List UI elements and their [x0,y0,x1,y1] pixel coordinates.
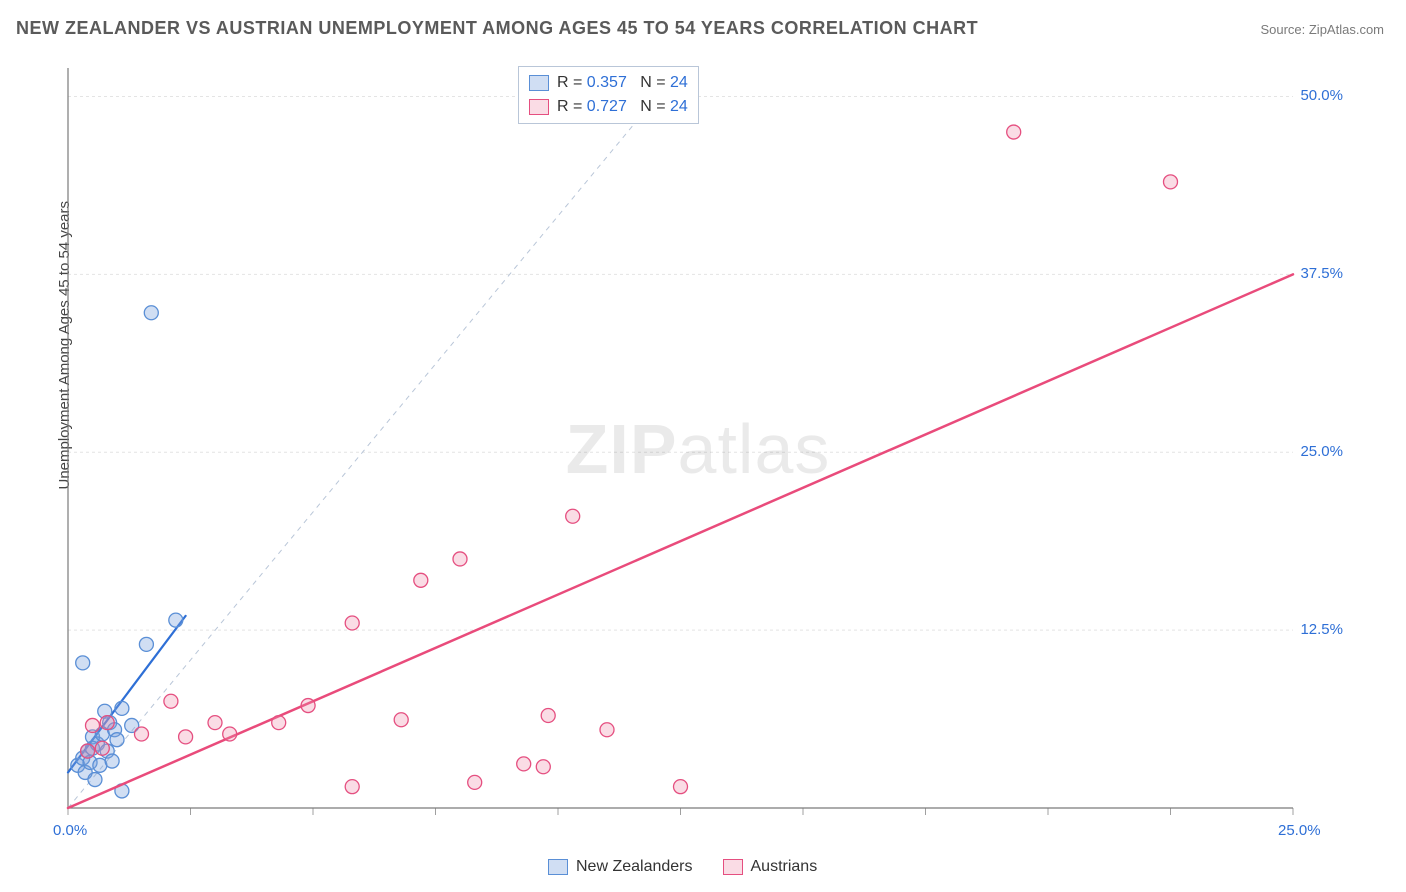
legend-swatch [529,75,549,91]
tick-label: 50.0% [1300,87,1343,104]
series-legend-label: New Zealanders [576,858,693,875]
tick-label: 37.5% [1300,265,1343,282]
series-legend-label: Austrians [751,858,818,875]
legend-stat-text: R = 0.727 N = 24 [557,98,688,116]
scatter-plot-svg [48,58,1348,848]
tick-label: 0.0% [53,822,87,839]
tick-label: 12.5% [1300,621,1343,638]
legend-swatch [548,859,568,875]
source-attribution: Source: ZipAtlas.com [1260,22,1384,37]
tick-label: 25.0% [1278,822,1321,839]
series-legend-item: Austrians [723,858,818,876]
legend-row: R = 0.357 N = 24 [529,71,688,95]
tick-label: 25.0% [1300,443,1343,460]
legend-stat-text: R = 0.357 N = 24 [557,74,688,92]
correlation-legend: R = 0.357 N = 24 R = 0.727 N = 24 [518,66,699,124]
series-legend: New Zealanders Austrians [548,858,817,876]
legend-swatch [723,859,743,875]
chart-title: NEW ZEALANDER VS AUSTRIAN UNEMPLOYMENT A… [16,18,978,39]
series-legend-item: New Zealanders [548,858,693,876]
legend-row: R = 0.727 N = 24 [529,95,688,119]
chart-area: Unemployment Among Ages 45 to 54 years Z… [48,58,1348,848]
legend-swatch [529,99,549,115]
